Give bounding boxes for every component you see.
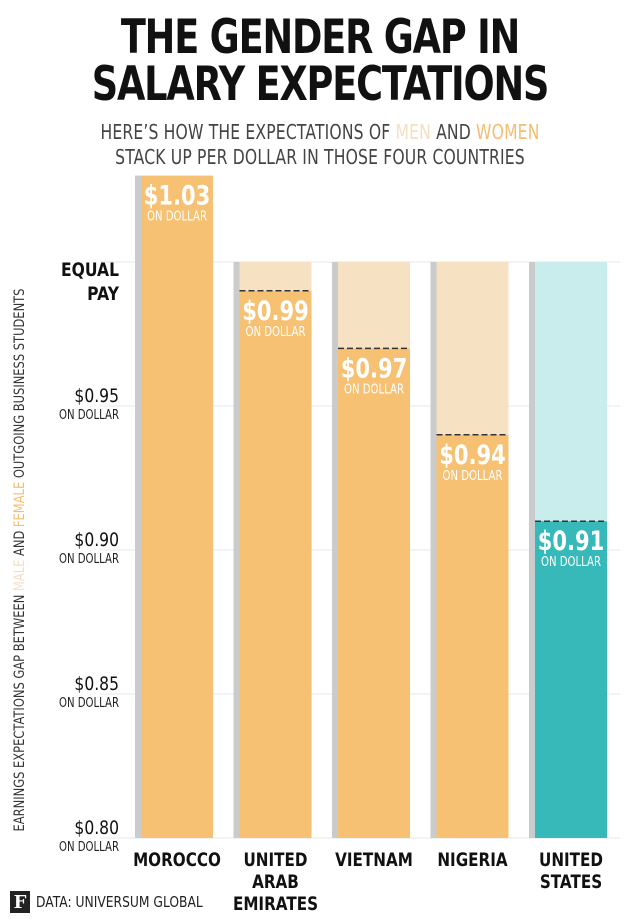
bar-shadow: [135, 175, 141, 839]
bar-women-vietnam: [338, 348, 410, 838]
data-label: $1.03: [144, 180, 211, 211]
x-tick-label: VIETNAM: [335, 849, 413, 871]
footer: F DATA: UNIVERSUM GLOBAL: [10, 889, 239, 915]
y-tick-label: $0.85: [74, 674, 119, 696]
bar-shadow: [332, 262, 338, 838]
chart-title: THE GENDER GAP IN SALARY EXPECTATIONS: [70, 14, 569, 108]
y-axis-label-and: AND: [12, 527, 28, 560]
y-axis-label-pre: EARNINGS EXPECTATIONS GAP BETWEEN: [12, 591, 28, 832]
equal-pay-label: PAY: [87, 284, 119, 306]
chart-subtitle: HERE’S HOW THE EXPECTATIONS OF MEN AND W…: [70, 120, 569, 170]
x-tick-label: EMIRATES: [233, 893, 318, 915]
title-line-2: SALARY EXPECTATIONS: [91, 57, 550, 112]
title-line-1: THE GENDER GAP IN: [120, 10, 520, 65]
bar-shadow: [529, 262, 535, 838]
subtitle-and: AND: [430, 120, 477, 144]
source-credit: DATA: UNIVERSUM GLOBAL: [36, 893, 203, 911]
bar-shadow: [430, 262, 437, 838]
y-tick-label: $0.80: [74, 818, 119, 840]
data-label-unit: ON DOLLAR: [245, 324, 305, 340]
bar-women-morocco: [141, 175, 213, 839]
subtitle-line-2: STACK UP PER DOLLAR IN THOSE FOUR COUNTR…: [115, 145, 525, 169]
y-axis-label-container: EARNINGS EXPECTATIONS GAP BETWEEN MALE A…: [8, 0, 32, 919]
subtitle-text: HERE’S HOW THE EXPECTATIONS OF: [100, 120, 396, 144]
y-axis-label: EARNINGS EXPECTATIONS GAP BETWEEN MALE A…: [12, 289, 28, 832]
bar-women-united-arab-emirates: [239, 290, 312, 838]
bar-men-united-states: [535, 262, 607, 522]
y-axis-label-female: FEMALE: [12, 481, 28, 528]
x-tick-label: UNITED: [243, 849, 307, 871]
subtitle-men: MEN: [395, 120, 431, 144]
data-label-unit: ON DOLLAR: [541, 554, 601, 570]
data-label: $0.97: [341, 353, 408, 384]
y-tick-label: $0.95: [74, 386, 119, 408]
y-axis-label-post: OUTGOING BUSINESS STUDENTS: [12, 288, 28, 482]
data-label-unit: ON DOLLAR: [344, 381, 404, 397]
y-tick-unit: ON DOLLAR: [59, 839, 119, 855]
bar-women-united-states: [535, 521, 607, 838]
data-label-unit: ON DOLLAR: [147, 208, 207, 224]
data-label: $0.94: [439, 439, 506, 470]
y-axis-label-male: MALE: [12, 559, 28, 592]
data-label: $0.91: [538, 526, 605, 557]
bar-women-nigeria: [436, 434, 509, 838]
bar-shadow: [233, 262, 240, 838]
bar-men-united-arab-emirates: [239, 262, 312, 291]
y-tick-unit: ON DOLLAR: [59, 695, 119, 711]
subtitle-women: WOMEN: [476, 120, 540, 144]
data-label: $0.99: [242, 295, 309, 326]
x-tick-label: NIGERIA: [437, 849, 508, 871]
y-tick-unit: ON DOLLAR: [59, 407, 119, 423]
x-tick-label: ARAB: [252, 871, 299, 893]
subtitle-line-1: HERE’S HOW THE EXPECTATIONS OF MEN AND W…: [70, 120, 569, 145]
forbes-logo: F: [10, 891, 30, 913]
y-tick-unit: ON DOLLAR: [59, 551, 119, 567]
x-tick-label: STATES: [540, 871, 602, 893]
data-label-unit: ON DOLLAR: [442, 468, 502, 484]
y-tick-label: $0.90: [74, 530, 119, 552]
x-tick-label: UNITED: [539, 849, 603, 871]
bar-men-nigeria: [436, 262, 509, 435]
bar-men-vietnam: [338, 262, 410, 349]
equal-pay-label: EQUAL: [61, 260, 119, 282]
x-tick-label: MOROCCO: [133, 849, 221, 871]
